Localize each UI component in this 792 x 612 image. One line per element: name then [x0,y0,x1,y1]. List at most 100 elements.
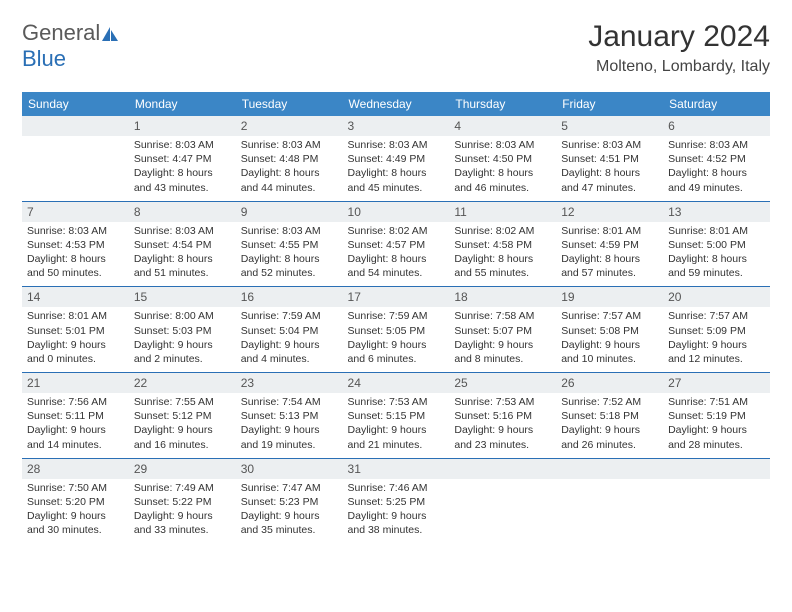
day-info: Sunrise: 7:51 AMSunset: 5:19 PMDaylight:… [663,393,770,458]
sunrise-line: Sunrise: 7:51 AM [668,395,765,409]
sunrise-line: Sunrise: 8:02 AM [454,224,551,238]
weekday-header: Saturday [663,92,770,116]
day-info: Sunrise: 8:03 AMSunset: 4:50 PMDaylight:… [449,136,556,201]
daylight-line: Daylight: 9 hours and 28 minutes. [668,423,765,451]
sunrise-line: Sunrise: 8:03 AM [561,138,658,152]
daylight-line: Daylight: 9 hours and 33 minutes. [134,509,231,537]
sunset-line: Sunset: 5:19 PM [668,409,765,423]
weekday-header: Friday [556,92,663,116]
day-cell [22,116,129,201]
sunrise-line: Sunrise: 7:56 AM [27,395,124,409]
daylight-line: Daylight: 8 hours and 45 minutes. [348,166,445,194]
weekday-header: Monday [129,92,236,116]
day-info: Sunrise: 7:47 AMSunset: 5:23 PMDaylight:… [236,479,343,544]
sunset-line: Sunset: 5:01 PM [27,324,124,338]
day-number: 24 [343,373,450,393]
sunset-line: Sunset: 4:51 PM [561,152,658,166]
day-number: 28 [22,459,129,479]
daylight-line: Daylight: 9 hours and 26 minutes. [561,423,658,451]
day-cell: 7Sunrise: 8:03 AMSunset: 4:53 PMDaylight… [22,201,129,287]
day-cell [449,458,556,543]
day-info-empty [449,479,556,537]
sunrise-line: Sunrise: 8:03 AM [348,138,445,152]
day-info: Sunrise: 8:03 AMSunset: 4:52 PMDaylight:… [663,136,770,201]
sunset-line: Sunset: 5:20 PM [27,495,124,509]
day-info: Sunrise: 7:53 AMSunset: 5:16 PMDaylight:… [449,393,556,458]
day-number: 31 [343,459,450,479]
day-cell: 30Sunrise: 7:47 AMSunset: 5:23 PMDayligh… [236,458,343,543]
weekday-header: Sunday [22,92,129,116]
day-info: Sunrise: 8:03 AMSunset: 4:48 PMDaylight:… [236,136,343,201]
day-number-empty [22,116,129,136]
day-cell: 16Sunrise: 7:59 AMSunset: 5:04 PMDayligh… [236,287,343,373]
sunset-line: Sunset: 5:12 PM [134,409,231,423]
day-cell: 13Sunrise: 8:01 AMSunset: 5:00 PMDayligh… [663,201,770,287]
daylight-line: Daylight: 9 hours and 8 minutes. [454,338,551,366]
sunrise-line: Sunrise: 7:57 AM [668,309,765,323]
day-info-empty [556,479,663,537]
day-cell: 17Sunrise: 7:59 AMSunset: 5:05 PMDayligh… [343,287,450,373]
day-number-empty [556,459,663,479]
week-row: 14Sunrise: 8:01 AMSunset: 5:01 PMDayligh… [22,287,770,373]
day-cell: 12Sunrise: 8:01 AMSunset: 4:59 PMDayligh… [556,201,663,287]
day-number: 16 [236,287,343,307]
daylight-line: Daylight: 9 hours and 30 minutes. [27,509,124,537]
day-number: 15 [129,287,236,307]
daylight-line: Daylight: 9 hours and 10 minutes. [561,338,658,366]
day-info: Sunrise: 8:03 AMSunset: 4:47 PMDaylight:… [129,136,236,201]
day-number: 8 [129,202,236,222]
daylight-line: Daylight: 8 hours and 55 minutes. [454,252,551,280]
daylight-line: Daylight: 8 hours and 52 minutes. [241,252,338,280]
daylight-line: Daylight: 8 hours and 50 minutes. [27,252,124,280]
sunrise-line: Sunrise: 8:01 AM [27,309,124,323]
day-cell: 21Sunrise: 7:56 AMSunset: 5:11 PMDayligh… [22,373,129,459]
day-info: Sunrise: 7:53 AMSunset: 5:15 PMDaylight:… [343,393,450,458]
day-cell: 2Sunrise: 8:03 AMSunset: 4:48 PMDaylight… [236,116,343,201]
day-cell: 24Sunrise: 7:53 AMSunset: 5:15 PMDayligh… [343,373,450,459]
day-info: Sunrise: 8:01 AMSunset: 5:00 PMDaylight:… [663,222,770,287]
sunset-line: Sunset: 5:03 PM [134,324,231,338]
day-number: 4 [449,116,556,136]
day-cell: 14Sunrise: 8:01 AMSunset: 5:01 PMDayligh… [22,287,129,373]
day-number: 26 [556,373,663,393]
sunrise-line: Sunrise: 7:53 AM [348,395,445,409]
sunrise-line: Sunrise: 7:54 AM [241,395,338,409]
day-info: Sunrise: 8:03 AMSunset: 4:54 PMDaylight:… [129,222,236,287]
sunrise-line: Sunrise: 7:50 AM [27,481,124,495]
sunset-line: Sunset: 4:55 PM [241,238,338,252]
sunrise-line: Sunrise: 8:03 AM [134,138,231,152]
sunset-line: Sunset: 5:08 PM [561,324,658,338]
day-number: 27 [663,373,770,393]
weekday-header: Thursday [449,92,556,116]
sunrise-line: Sunrise: 8:00 AM [134,309,231,323]
day-info-empty [22,136,129,194]
daylight-line: Daylight: 8 hours and 57 minutes. [561,252,658,280]
day-cell: 6Sunrise: 8:03 AMSunset: 4:52 PMDaylight… [663,116,770,201]
day-number: 23 [236,373,343,393]
page-title: January 2024 [588,20,770,54]
calendar-table: SundayMondayTuesdayWednesdayThursdayFrid… [22,92,770,543]
daylight-line: Daylight: 8 hours and 47 minutes. [561,166,658,194]
daylight-line: Daylight: 9 hours and 16 minutes. [134,423,231,451]
week-row: 1Sunrise: 8:03 AMSunset: 4:47 PMDaylight… [22,116,770,201]
sunset-line: Sunset: 5:04 PM [241,324,338,338]
sunset-line: Sunset: 5:15 PM [348,409,445,423]
day-info: Sunrise: 7:59 AMSunset: 5:05 PMDaylight:… [343,307,450,372]
day-number: 22 [129,373,236,393]
sunset-line: Sunset: 5:25 PM [348,495,445,509]
daylight-line: Daylight: 9 hours and 35 minutes. [241,509,338,537]
day-cell: 31Sunrise: 7:46 AMSunset: 5:25 PMDayligh… [343,458,450,543]
daylight-line: Daylight: 9 hours and 19 minutes. [241,423,338,451]
sunrise-line: Sunrise: 8:03 AM [134,224,231,238]
logo-sail-icon [100,25,120,43]
day-cell: 11Sunrise: 8:02 AMSunset: 4:58 PMDayligh… [449,201,556,287]
sunset-line: Sunset: 4:54 PM [134,238,231,252]
day-info: Sunrise: 8:03 AMSunset: 4:51 PMDaylight:… [556,136,663,201]
day-info: Sunrise: 7:58 AMSunset: 5:07 PMDaylight:… [449,307,556,372]
day-cell: 29Sunrise: 7:49 AMSunset: 5:22 PMDayligh… [129,458,236,543]
sunset-line: Sunset: 4:53 PM [27,238,124,252]
day-info: Sunrise: 7:57 AMSunset: 5:09 PMDaylight:… [663,307,770,372]
day-cell: 1Sunrise: 8:03 AMSunset: 4:47 PMDaylight… [129,116,236,201]
sunset-line: Sunset: 4:47 PM [134,152,231,166]
day-number: 7 [22,202,129,222]
